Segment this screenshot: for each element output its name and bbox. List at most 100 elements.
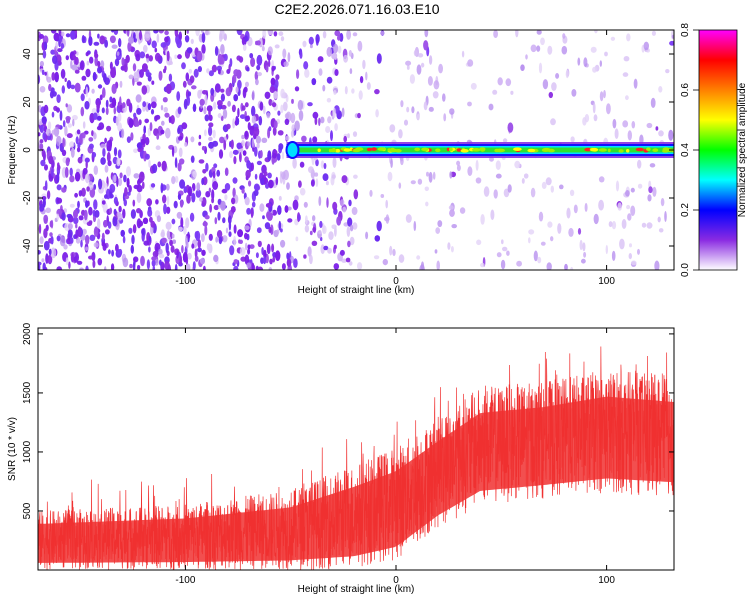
spectrogram-x-tick-label: 0 (393, 276, 399, 287)
noise-blob (74, 82, 81, 93)
noise-blob (174, 175, 179, 183)
noise-blob (236, 117, 240, 125)
noise-blob (380, 31, 385, 36)
noise-blob (525, 54, 528, 60)
noise-blob (88, 143, 94, 150)
noise-blob (164, 30, 169, 36)
noise-blob (537, 256, 542, 264)
noise-blob (208, 70, 214, 77)
noise-blob (564, 263, 568, 270)
noise-blob (161, 160, 167, 172)
noise-blob (353, 174, 358, 179)
noise-blob (117, 122, 122, 132)
noise-blob (280, 239, 286, 248)
noise-blob (284, 118, 290, 126)
noise-blob (343, 135, 348, 143)
noise-blob (142, 63, 148, 72)
noise-blob (233, 235, 237, 247)
noise-blob (211, 197, 215, 204)
noise-blob (432, 91, 439, 99)
noise-blob (344, 86, 348, 95)
noise-blob (126, 136, 131, 144)
noise-blob (490, 209, 495, 221)
noise-blob (413, 220, 417, 232)
colorbar-tick-label: 0.4 (680, 143, 691, 157)
noise-blob (242, 150, 247, 156)
noise-blob (136, 81, 142, 86)
noise-blob (46, 128, 49, 136)
noise-blob (186, 194, 191, 204)
noise-blob (241, 134, 245, 140)
signal-hotspot (377, 147, 386, 151)
noise-blob (433, 80, 440, 90)
noise-blob (173, 145, 178, 154)
noise-blob (309, 230, 313, 236)
noise-blob (104, 194, 108, 199)
noise-blob (177, 127, 181, 135)
noise-blob (637, 183, 643, 189)
noise-blob (406, 106, 410, 113)
noise-blob (206, 243, 211, 251)
noise-blob (50, 49, 56, 55)
noise-blob (61, 187, 67, 193)
noise-blob (583, 57, 588, 68)
noise-blob (165, 221, 172, 230)
noise-blob (641, 222, 647, 228)
noise-blob (222, 235, 228, 243)
noise-blob (562, 33, 566, 39)
noise-blob (629, 243, 632, 248)
noise-blob (646, 122, 653, 129)
noise-blob (309, 44, 313, 49)
noise-blob (312, 227, 317, 233)
noise-blob (665, 69, 670, 74)
noise-blob (220, 104, 227, 110)
noise-blob (57, 48, 63, 53)
noise-blob (232, 74, 237, 84)
noise-blob (330, 130, 333, 142)
noise-blob (85, 246, 89, 252)
noise-blob (318, 230, 322, 235)
noise-blob (242, 87, 247, 99)
noise-blob (590, 46, 597, 53)
noise-blob (266, 243, 271, 255)
noise-blob (365, 71, 368, 81)
noise-blob (66, 104, 73, 113)
noise-blob (85, 52, 89, 57)
noise-blob (443, 113, 447, 122)
noise-blob (167, 264, 171, 270)
noise-blob (475, 177, 482, 184)
noise-blob (276, 229, 280, 235)
noise-blob (137, 265, 141, 270)
noise-blob (81, 75, 87, 81)
noise-blob (119, 104, 123, 111)
noise-blob (254, 71, 259, 81)
noise-blob (81, 35, 85, 44)
noise-blob (362, 59, 366, 70)
noise-blob (592, 102, 596, 114)
noise-blob (244, 131, 248, 138)
noise-blob (480, 214, 485, 225)
noise-blob (210, 87, 215, 96)
noise-blob (181, 122, 188, 130)
noise-blob (46, 76, 52, 83)
noise-blob (136, 142, 143, 149)
noise-blob (178, 31, 182, 41)
noise-blob (69, 141, 75, 148)
noise-blob (287, 52, 291, 63)
signal-hotspot (626, 149, 630, 153)
noise-blob (332, 43, 339, 54)
noise-blob (132, 199, 136, 207)
noise-blob (272, 256, 276, 263)
noise-blob (256, 54, 263, 66)
noise-blob (42, 50, 47, 59)
noise-blob (85, 265, 89, 270)
noise-blob (85, 200, 89, 208)
noise-blob (79, 133, 83, 144)
noise-blob (214, 217, 218, 225)
noise-blob (232, 177, 238, 184)
noise-blob (208, 136, 213, 141)
noise-blob (523, 173, 529, 179)
noise-blob (166, 206, 171, 214)
noise-blob (603, 90, 606, 99)
noise-blob (267, 172, 272, 179)
